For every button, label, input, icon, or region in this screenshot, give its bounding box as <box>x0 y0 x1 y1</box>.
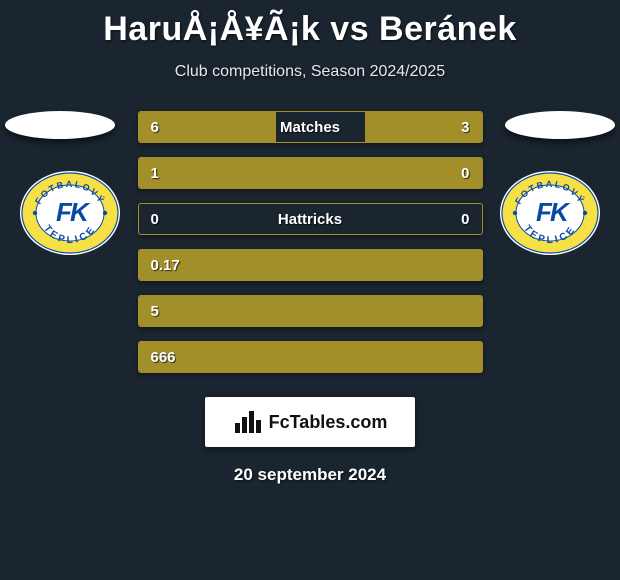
stat-left-value: 6 <box>151 119 159 136</box>
club-badge-right: FOTBALOVÝ TEPLICE F K <box>500 171 600 255</box>
stat-left-value: 666 <box>151 349 176 366</box>
stat-left-value: 0 <box>151 211 159 228</box>
stat-right-value: 3 <box>461 119 469 136</box>
svg-text:K: K <box>550 197 571 227</box>
brand-label: FcTables.com <box>269 412 388 433</box>
subtitle: Club competitions, Season 2024/2025 <box>0 63 620 81</box>
club-badge-left: FOTBALOVÝ TEPLICE F K <box>20 171 120 255</box>
comparison-content: FOTBALOVÝ TEPLICE F K FOTBALOVÝ TEPLICE <box>0 111 620 485</box>
stat-row-spg: 5 Shots per goal <box>138 295 483 327</box>
stat-right-bar <box>413 158 482 188</box>
flag-left <box>5 111 115 139</box>
brand-bars-icon <box>233 411 263 433</box>
page-title: HaruÅ¡Å¥Ã¡k vs Beránek <box>0 0 620 49</box>
flag-right <box>505 111 615 139</box>
stat-left-bar <box>139 296 482 326</box>
date-label: 20 september 2024 <box>0 465 620 485</box>
stat-left-bar <box>139 250 482 280</box>
svg-text:K: K <box>70 197 91 227</box>
flag-fill <box>505 111 615 139</box>
club-crest-icon: FOTBALOVÝ TEPLICE F K <box>20 171 120 255</box>
stat-row-gpm: 0.17 Goals per match <box>138 249 483 281</box>
stat-left-value: 5 <box>151 303 159 320</box>
stat-row-mpg: 666 Min per goal <box>138 341 483 373</box>
club-crest-icon: FOTBALOVÝ TEPLICE F K <box>500 171 600 255</box>
stat-right-value: 0 <box>461 211 469 228</box>
stat-left-value: 0.17 <box>151 257 180 274</box>
stats-container: 6 Matches 3 1 Goals 0 0 Hattricks 0 0.17… <box>138 111 483 373</box>
brand-box[interactable]: FcTables.com <box>205 397 415 447</box>
stat-left-value: 1 <box>151 165 159 182</box>
stat-row-goals: 1 Goals 0 <box>138 157 483 189</box>
stat-row-matches: 6 Matches 3 <box>138 111 483 143</box>
flag-fill <box>5 111 115 139</box>
flag-icon <box>505 111 615 139</box>
stat-row-hattricks: 0 Hattricks 0 <box>138 203 483 235</box>
flag-icon <box>5 111 115 139</box>
stat-right-value: 0 <box>461 165 469 182</box>
stat-label: Hattricks <box>139 211 482 228</box>
stat-left-bar <box>139 112 276 142</box>
stat-left-bar <box>139 342 482 372</box>
stat-left-bar <box>139 158 413 188</box>
